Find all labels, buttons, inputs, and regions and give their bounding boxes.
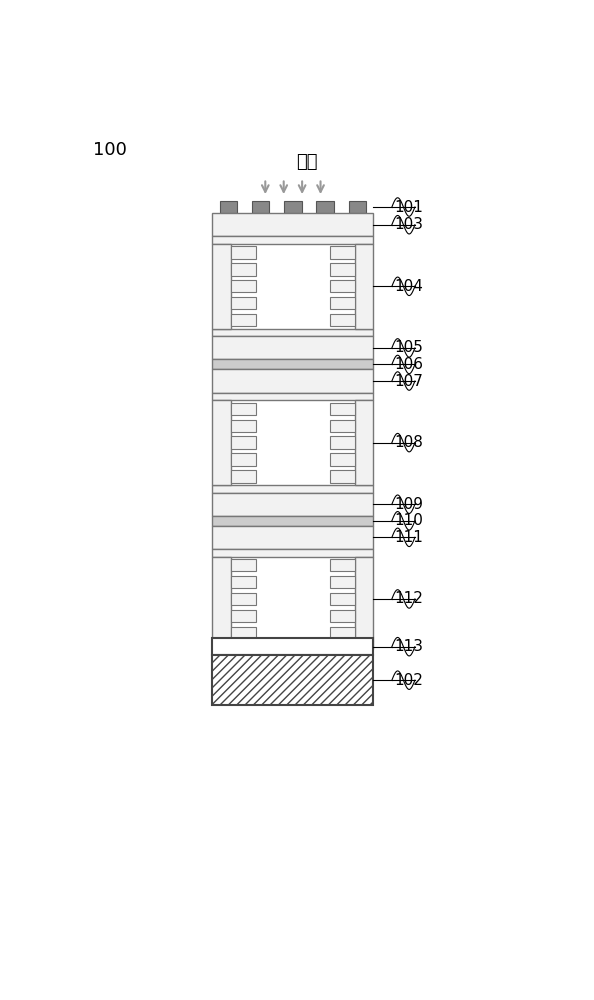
Text: 109: 109 [394, 497, 423, 512]
Text: 108: 108 [394, 435, 423, 450]
Bar [330, 610, 355, 622]
Bar [230, 403, 256, 415]
Bar [213, 557, 230, 641]
Bar [330, 314, 355, 326]
Bar [330, 470, 355, 483]
Bar [230, 297, 256, 309]
Bar [230, 610, 256, 622]
Text: 110: 110 [394, 513, 423, 528]
Bar [213, 329, 374, 336]
Bar [213, 213, 374, 236]
Bar [213, 638, 374, 655]
Bar [330, 246, 355, 259]
Text: 光子: 光子 [296, 153, 317, 171]
Bar [252, 201, 270, 213]
Bar [213, 400, 230, 485]
Bar [230, 420, 256, 432]
Text: 104: 104 [394, 279, 423, 294]
Bar [355, 557, 374, 641]
Bar [330, 420, 355, 432]
Bar [330, 280, 355, 292]
Bar [230, 576, 256, 588]
Bar [330, 263, 355, 276]
Bar [330, 627, 355, 639]
Bar [330, 576, 355, 588]
Bar [230, 246, 256, 259]
Bar [213, 641, 374, 649]
Bar [349, 201, 366, 213]
Text: 112: 112 [394, 591, 423, 606]
Bar [230, 470, 256, 483]
Text: 106: 106 [394, 357, 423, 372]
Text: 100: 100 [93, 141, 127, 159]
Bar [230, 436, 256, 449]
Bar [330, 453, 355, 466]
Bar [230, 314, 256, 326]
Bar [213, 655, 374, 705]
Bar [230, 280, 256, 292]
Bar [230, 453, 256, 466]
Bar [330, 593, 355, 605]
Text: 113: 113 [394, 639, 423, 654]
Bar [220, 201, 237, 213]
Bar [213, 549, 374, 557]
Bar [213, 516, 374, 526]
Bar [230, 627, 256, 639]
Bar [230, 559, 256, 571]
Text: 105: 105 [394, 340, 423, 355]
Bar [330, 559, 355, 571]
Bar [317, 201, 334, 213]
Text: 107: 107 [394, 374, 423, 389]
Bar [284, 201, 302, 213]
Bar [213, 359, 374, 369]
Bar [230, 593, 256, 605]
Bar [355, 400, 374, 485]
Bar [330, 403, 355, 415]
Text: 102: 102 [394, 673, 423, 688]
Bar [330, 297, 355, 309]
Bar [213, 485, 374, 493]
Bar [213, 244, 230, 329]
Bar [355, 244, 374, 329]
Text: 103: 103 [394, 217, 423, 232]
Bar [213, 336, 374, 359]
Bar [213, 236, 374, 244]
Bar [330, 436, 355, 449]
Bar [213, 369, 374, 393]
Bar [213, 493, 374, 516]
Bar [213, 393, 374, 400]
Text: 111: 111 [394, 530, 423, 545]
Text: 101: 101 [394, 200, 423, 215]
Bar [230, 263, 256, 276]
Bar [213, 526, 374, 549]
